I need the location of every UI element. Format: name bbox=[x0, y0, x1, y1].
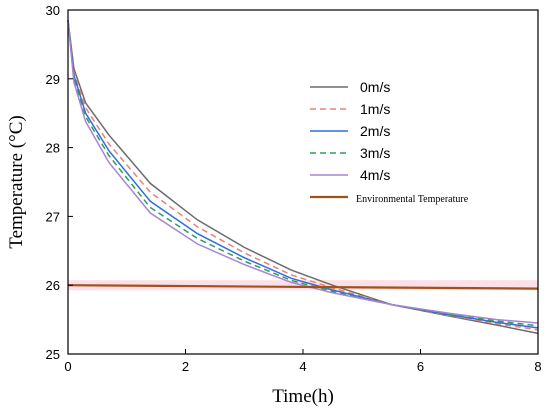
y-axis: 25 26 27 28 29 30 bbox=[46, 3, 73, 362]
x-tick-label: 2 bbox=[182, 359, 189, 374]
y-tick-label: 27 bbox=[46, 209, 60, 224]
legend: 0m/s 1m/s 2m/s 3m/s 4m/s Environmental Temper… bbox=[310, 79, 469, 205]
legend-label: 1m/s bbox=[360, 101, 390, 117]
y-tick-label: 28 bbox=[46, 141, 60, 156]
y-tick-label: 26 bbox=[46, 278, 60, 293]
legend-label: 4m/s bbox=[360, 167, 390, 183]
x-tick-label: 4 bbox=[299, 359, 306, 374]
series-line-environmental-temperature bbox=[67, 284, 539, 290]
x-axis-title: Time(h) bbox=[272, 386, 334, 407]
legend-label: 0m/s bbox=[360, 79, 390, 95]
legend-label: 3m/s bbox=[360, 145, 390, 161]
y-tick-label: 30 bbox=[46, 3, 60, 18]
x-tick-label: 6 bbox=[417, 359, 424, 374]
y-tick-label: 25 bbox=[46, 347, 60, 362]
series-line-4m-s bbox=[67, 20, 539, 324]
y-axis-title: Temperature (°C) bbox=[6, 115, 27, 248]
x-tick-label: 0 bbox=[64, 359, 71, 374]
x-axis: 0 2 4 6 8 bbox=[64, 349, 542, 374]
series-layer bbox=[67, 20, 539, 335]
series-line-3m-s bbox=[67, 20, 539, 327]
legend-label: 2m/s bbox=[360, 123, 390, 139]
y-tick-label: 29 bbox=[46, 72, 60, 87]
legend-label: Environmental Temperature bbox=[356, 194, 469, 205]
x-tick-label: 8 bbox=[534, 359, 541, 374]
plot-frame bbox=[67, 9, 539, 355]
